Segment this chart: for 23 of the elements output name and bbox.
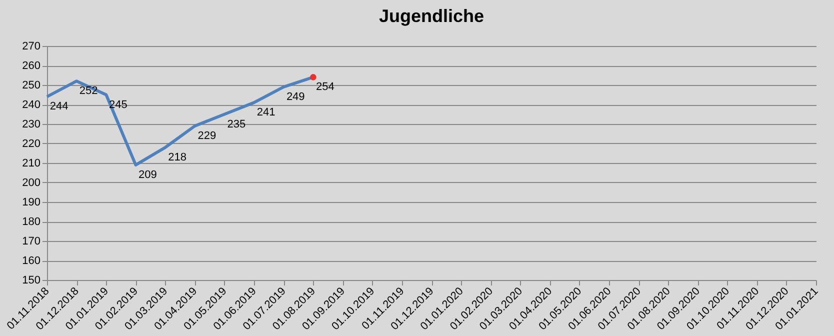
y-tick-label: 150 (22, 274, 40, 286)
y-tick-label: 160 (22, 255, 40, 267)
data-label: 249 (286, 90, 305, 103)
data-label: 254 (316, 81, 334, 94)
y-tick-label: 230 (22, 118, 40, 130)
data-label: 244 (50, 100, 68, 113)
data-label: 241 (256, 106, 276, 119)
chart-title: Jugendliche (378, 6, 484, 26)
y-tick-label: 170 (22, 236, 40, 248)
y-tick-label: 210 (22, 158, 40, 170)
data-label: 229 (198, 130, 216, 142)
y-tick-label: 270 (22, 40, 40, 52)
data-label: 218 (168, 151, 186, 164)
y-tick-label: 220 (22, 138, 40, 150)
y-tick-label: 250 (22, 80, 40, 92)
y-tick-label: 190 (22, 196, 40, 208)
data-label: 235 (227, 118, 246, 130)
y-tick-label: 180 (22, 216, 40, 228)
y-tick-label: 260 (22, 60, 40, 72)
data-label: 252 (79, 85, 98, 98)
y-tick-label: 200 (22, 177, 40, 189)
data-label: 209 (138, 168, 157, 181)
y-tick-label: 240 (22, 99, 40, 111)
